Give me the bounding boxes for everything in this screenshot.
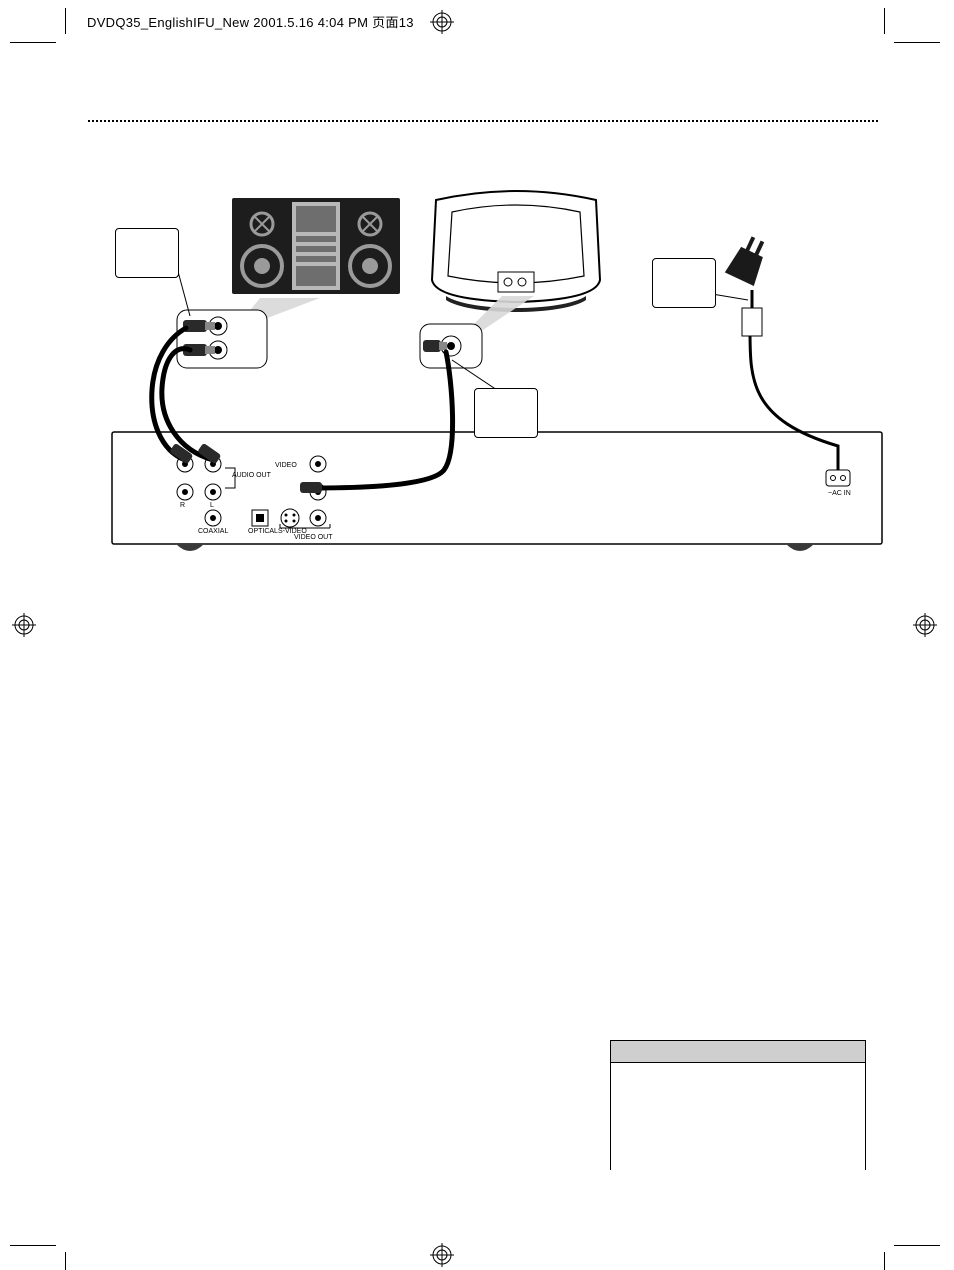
jack-label-coaxial: COAXIAL <box>198 528 228 535</box>
callout-box <box>115 228 179 278</box>
crop-line <box>65 1252 66 1270</box>
jack-label-optical: OPTICAL <box>248 528 278 535</box>
crop-line <box>884 1252 885 1270</box>
jack-label-video-out: VIDEO OUT <box>294 534 333 541</box>
tip-box-header <box>611 1041 865 1063</box>
registration-mark-icon <box>430 1243 454 1267</box>
callout-box <box>474 388 538 438</box>
jack-label-l: L <box>210 502 214 509</box>
jack-label-ac-in: ~AC IN <box>828 490 851 497</box>
tip-box <box>610 1040 866 1170</box>
jack-label-video: VIDEO <box>275 462 297 469</box>
hookup-diagram <box>0 0 954 600</box>
tv-icon <box>432 191 600 312</box>
registration-mark-icon <box>12 613 36 637</box>
callout-box <box>652 258 716 308</box>
crop-line <box>10 1245 56 1246</box>
jack-label-audio-out: AUDIO OUT <box>232 472 271 479</box>
jack-label-r: R <box>180 502 185 509</box>
stereo-system-icon <box>232 198 400 294</box>
page: DVDQ35_EnglishIFU_New 2001.5.16 4:04 PM … <box>0 0 954 1270</box>
registration-mark-icon <box>913 613 937 637</box>
tv-jack-zoom <box>420 324 482 368</box>
stereo-jacks-zoom <box>177 310 267 368</box>
tip-box-body <box>611 1063 865 1170</box>
crop-line <box>894 1245 940 1246</box>
